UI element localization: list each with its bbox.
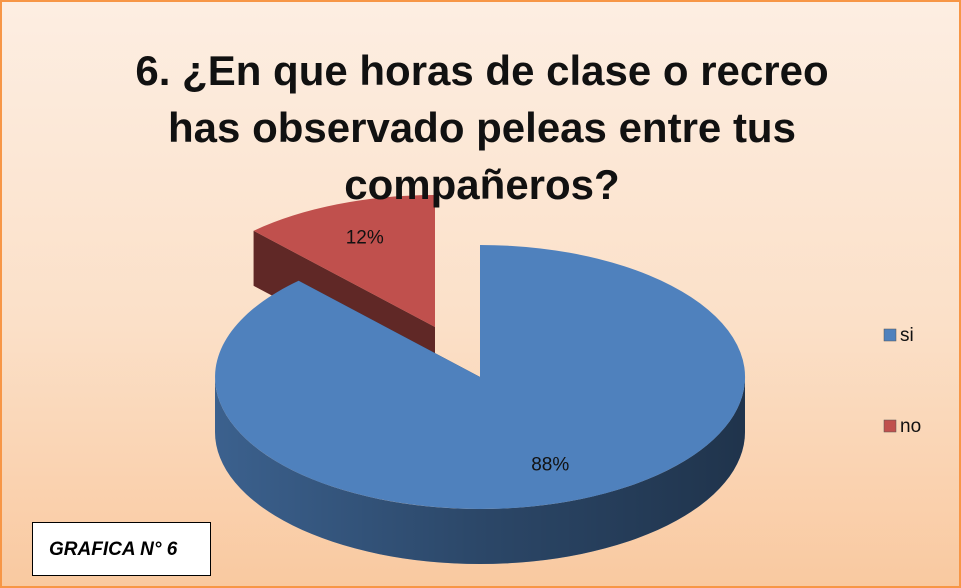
chart-title: 6. ¿En que horas de clase o recreo has o… [135,47,829,208]
legend-label: no [900,416,921,437]
slice [253,195,435,327]
slice [215,245,746,509]
annotation: GRAFICA N° 6 [32,522,211,576]
slice-side-shade [215,377,745,564]
data-label: 88% [531,454,569,475]
legend-swatch [883,328,897,342]
data-label: 12% [346,228,384,249]
legend-swatch [883,419,897,433]
legend-label: si [900,325,914,346]
